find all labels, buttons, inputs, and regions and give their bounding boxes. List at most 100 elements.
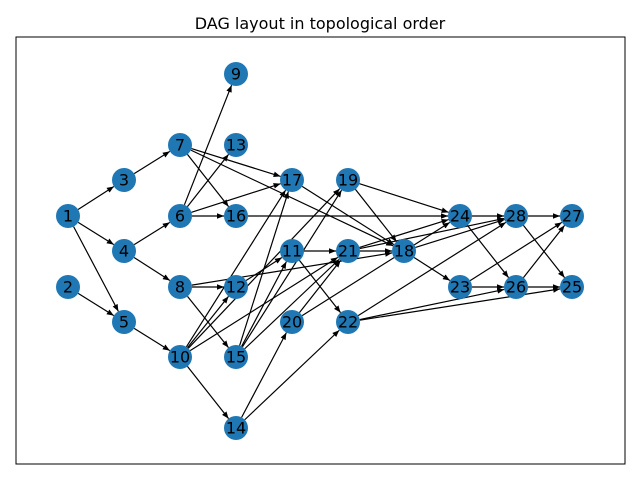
node-27: 27	[560, 204, 584, 228]
node-4: 4	[112, 239, 136, 263]
edge-22-28	[357, 221, 507, 317]
edge-17-18	[301, 185, 395, 246]
node-label: 6	[175, 207, 185, 226]
node-circle	[336, 168, 360, 192]
node-1: 1	[56, 204, 80, 228]
node-2: 2	[56, 275, 80, 299]
node-12: 12	[224, 275, 248, 299]
edge-19-18	[354, 189, 398, 242]
node-label: 26	[506, 278, 526, 297]
edge-4-8	[133, 256, 171, 282]
node-circle	[112, 239, 136, 263]
edge-7-18	[190, 149, 394, 247]
node-label: 9	[231, 65, 241, 84]
node-circle	[168, 275, 192, 299]
edge-28-25	[522, 225, 566, 278]
node-label: 3	[119, 171, 129, 190]
node-11: 11	[280, 239, 304, 263]
node-7: 7	[168, 133, 192, 157]
node-circle	[112, 310, 136, 334]
diagram-title: DAG layout in topological order	[195, 14, 446, 33]
node-8: 8	[168, 275, 192, 299]
node-circle	[168, 204, 192, 228]
node-circle	[560, 275, 584, 299]
edge-10-12	[187, 295, 229, 349]
node-3: 3	[112, 168, 136, 192]
edge-4-6	[133, 221, 171, 246]
edge-19-24	[359, 183, 449, 213]
edge-1-3	[77, 185, 115, 211]
node-circle	[56, 204, 80, 228]
node-28: 28	[504, 204, 528, 228]
node-6: 6	[168, 204, 192, 228]
node-23: 23	[448, 275, 472, 299]
node-circle	[448, 204, 472, 228]
node-22: 22	[336, 310, 360, 334]
edge-1-5	[73, 226, 119, 312]
node-circle	[336, 310, 360, 334]
edge-7-17	[191, 148, 281, 178]
node-circle	[224, 133, 248, 157]
node-10: 10	[168, 345, 192, 369]
edge-24-26	[466, 225, 510, 278]
node-15: 15	[224, 345, 248, 369]
node-label: 8	[175, 278, 185, 297]
node-label: 20	[282, 313, 302, 332]
edge-20-24	[301, 221, 451, 317]
node-label: 23	[450, 278, 470, 297]
edge-21-24	[359, 218, 449, 248]
edge-6-17	[191, 183, 281, 213]
node-16: 16	[224, 204, 248, 228]
edge-22-26	[359, 288, 505, 321]
edge-22-25	[359, 287, 561, 321]
node-label: 14	[226, 419, 246, 438]
node-circle	[336, 239, 360, 263]
node-label: 7	[175, 136, 185, 155]
node-circle	[112, 168, 136, 192]
node-5: 5	[112, 310, 136, 334]
edge-1-4	[77, 221, 115, 246]
node-label: 22	[338, 313, 358, 332]
node-13: 13	[224, 133, 248, 157]
node-label: 13	[226, 136, 246, 155]
node-circle	[224, 204, 248, 228]
edge-5-10	[133, 327, 171, 352]
node-circle	[168, 133, 192, 157]
node-label: 17	[282, 171, 302, 190]
node-label: 27	[562, 207, 582, 226]
edge-7-16	[186, 154, 230, 207]
edge-6-9	[183, 84, 233, 206]
edge-14-20	[241, 332, 287, 418]
node-label: 24	[450, 207, 470, 226]
node-circle	[280, 310, 304, 334]
node-label: 11	[282, 242, 302, 261]
edge-15-21	[244, 258, 340, 350]
node-label: 28	[506, 207, 526, 226]
node-17: 17	[280, 168, 304, 192]
node-circle	[168, 345, 192, 369]
node-label: 12	[226, 278, 246, 297]
node-circle	[224, 416, 248, 440]
node-19: 19	[336, 168, 360, 192]
node-24: 24	[448, 204, 472, 228]
node-circle	[392, 239, 416, 263]
edge-layer	[73, 84, 566, 421]
edge-21-28	[359, 217, 505, 250]
node-circle	[224, 62, 248, 86]
node-21: 21	[336, 239, 360, 263]
node-20: 20	[280, 310, 304, 334]
node-label: 1	[63, 207, 73, 226]
node-circle	[280, 168, 304, 192]
edge-15-17	[239, 191, 289, 346]
edge-2-5	[77, 292, 115, 317]
node-label: 2	[63, 278, 73, 297]
node-label: 21	[338, 242, 358, 261]
node-circle	[280, 239, 304, 263]
node-label: 25	[562, 278, 582, 297]
node-25: 25	[560, 275, 584, 299]
node-label: 5	[119, 313, 129, 332]
node-14: 14	[224, 416, 248, 440]
node-label: 16	[226, 207, 246, 226]
node-circle	[448, 275, 472, 299]
